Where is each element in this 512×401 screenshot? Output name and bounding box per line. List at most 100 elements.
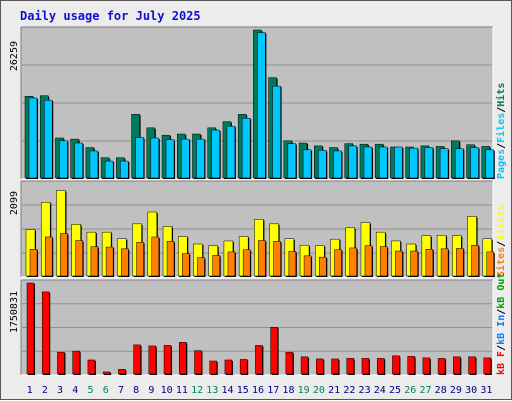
x-tick-day-label: 5 bbox=[88, 385, 94, 396]
files-bar bbox=[470, 147, 479, 179]
legend-3: kB F/kB In/kB Out bbox=[496, 273, 507, 375]
files-bar bbox=[120, 160, 129, 179]
files-bar bbox=[89, 150, 99, 179]
files-bar bbox=[394, 146, 403, 179]
sites-bar bbox=[486, 251, 495, 277]
legend-item: Files bbox=[495, 113, 507, 143]
files-bar bbox=[28, 97, 38, 179]
kbf-bar bbox=[316, 358, 324, 375]
legend-item: Sites bbox=[495, 247, 507, 277]
legend-item: / bbox=[496, 241, 507, 247]
legend-item: kB Out bbox=[496, 273, 507, 309]
files-bar bbox=[348, 145, 357, 179]
sites-bar bbox=[425, 249, 434, 277]
sites-bar bbox=[90, 246, 99, 277]
legend-item: kB In bbox=[496, 315, 507, 345]
kbf-bar bbox=[300, 356, 309, 375]
kbf-bar bbox=[468, 356, 476, 375]
sites-bar bbox=[151, 236, 160, 277]
chart-title: Daily usage for July 2025 bbox=[20, 9, 201, 23]
kbf-bar bbox=[376, 358, 385, 375]
kbf-bar bbox=[407, 356, 415, 375]
files-bar bbox=[74, 142, 83, 179]
kbf-bar bbox=[179, 342, 187, 375]
x-tick-day-label: 30 bbox=[465, 385, 477, 396]
legend-item: / bbox=[496, 345, 507, 351]
kbf-bar bbox=[239, 359, 248, 375]
sites-bar bbox=[258, 240, 266, 277]
kbf-bar bbox=[133, 344, 141, 375]
x-tick-day-label: 31 bbox=[480, 385, 492, 396]
x-tick-day-label: 4 bbox=[72, 385, 78, 396]
x-tick-day-label: 22 bbox=[343, 385, 355, 396]
legend-item: / bbox=[496, 107, 507, 113]
x-tick-day-label: 13 bbox=[206, 385, 218, 396]
legend-item: Hits bbox=[495, 83, 507, 107]
files-bar bbox=[272, 85, 281, 179]
kbf-bar bbox=[163, 345, 172, 375]
x-tick-day-label: 25 bbox=[389, 385, 401, 396]
x-tick-day-label: 24 bbox=[374, 385, 386, 396]
sites-bar bbox=[288, 251, 297, 277]
files-bar bbox=[165, 139, 175, 179]
x-tick-day-label: 11 bbox=[176, 385, 188, 396]
sites-bar bbox=[136, 242, 144, 277]
kbf-bar bbox=[346, 358, 354, 375]
kbf-bar bbox=[194, 350, 202, 375]
sites-bar bbox=[273, 241, 281, 277]
files-bar bbox=[287, 143, 297, 179]
files-bar bbox=[211, 129, 220, 179]
legend-item: / bbox=[496, 309, 507, 315]
files-bar bbox=[439, 148, 449, 179]
sites-bar bbox=[75, 240, 83, 277]
sites-bar bbox=[227, 251, 236, 277]
x-tick-day-label: 28 bbox=[435, 385, 447, 396]
x-tick-day-label: 26 bbox=[404, 385, 416, 396]
x-tick-day-label: 6 bbox=[103, 385, 109, 396]
legend-item: Visits bbox=[495, 205, 507, 241]
sites-bar bbox=[379, 246, 388, 277]
kbf-bar bbox=[72, 350, 80, 375]
files-bar bbox=[363, 146, 373, 179]
sites-bar bbox=[349, 247, 357, 277]
kbf-bar bbox=[331, 358, 339, 375]
sites-bar bbox=[242, 249, 251, 277]
kbf-bar bbox=[392, 355, 400, 375]
kbf-bar bbox=[102, 371, 111, 375]
x-tick-day-label: 23 bbox=[359, 385, 371, 396]
kbf-bar bbox=[118, 369, 126, 375]
sites-bar bbox=[334, 249, 342, 277]
files-bar bbox=[318, 150, 327, 179]
files-bar bbox=[196, 138, 205, 179]
x-tick-day-label: 12 bbox=[191, 385, 203, 396]
sites-bar bbox=[471, 245, 479, 277]
files-bar bbox=[226, 125, 236, 179]
files-bar bbox=[485, 149, 495, 179]
files-bar bbox=[241, 118, 251, 179]
kbf-bar bbox=[209, 360, 217, 375]
x-tick-day-label: 18 bbox=[282, 385, 294, 396]
y-max-label-3: 1750831 bbox=[9, 291, 20, 333]
sites-bar bbox=[456, 248, 464, 277]
files-bar bbox=[150, 137, 160, 179]
x-tick-day-label: 7 bbox=[118, 385, 124, 396]
legend-item: kB F bbox=[496, 351, 507, 375]
sites-bar bbox=[364, 245, 373, 277]
x-tick-day-label: 3 bbox=[57, 385, 63, 396]
files-bar bbox=[333, 150, 342, 179]
legend-item: Pages bbox=[496, 149, 507, 179]
kbf-bar bbox=[270, 326, 278, 375]
kbf-bar bbox=[361, 358, 370, 375]
sites-bar bbox=[29, 249, 38, 277]
files-bar bbox=[302, 149, 312, 179]
sites-bar bbox=[395, 250, 403, 277]
sites-bar bbox=[44, 236, 53, 277]
x-tick-day-label: 17 bbox=[267, 385, 279, 396]
sites-bar bbox=[440, 248, 449, 277]
x-tick-day-label: 29 bbox=[450, 385, 462, 396]
sites-bar bbox=[410, 250, 418, 277]
kbf-bar bbox=[453, 356, 461, 375]
kbf-bar bbox=[57, 351, 65, 375]
